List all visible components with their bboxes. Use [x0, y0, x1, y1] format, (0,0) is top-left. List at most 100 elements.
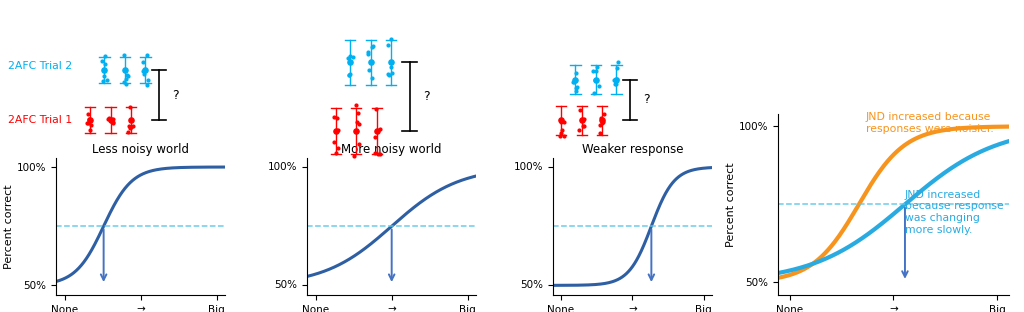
- Y-axis label: Percent correct: Percent correct: [4, 184, 14, 269]
- Point: [608, 76, 625, 81]
- Point: [567, 77, 584, 82]
- Point: [93, 58, 110, 63]
- Point: [123, 118, 139, 123]
- Point: [122, 105, 138, 110]
- Point: [134, 69, 151, 74]
- Point: [344, 55, 360, 60]
- Point: [118, 81, 134, 86]
- Point: [591, 84, 607, 89]
- Point: [116, 79, 132, 84]
- Point: [123, 125, 139, 130]
- Text: 50%: 50%: [520, 280, 544, 290]
- Point: [587, 78, 603, 83]
- Point: [594, 120, 610, 125]
- Point: [122, 125, 138, 130]
- Point: [592, 131, 608, 136]
- Text: 2AFC Trial 1: 2AFC Trial 1: [8, 115, 73, 125]
- Point: [566, 80, 583, 85]
- Point: [81, 116, 97, 121]
- Point: [341, 71, 357, 76]
- Point: [348, 103, 365, 108]
- Point: [349, 120, 366, 125]
- Point: [328, 151, 344, 156]
- Point: [589, 64, 605, 69]
- Text: JND increased because
responses were noisier.: JND increased because responses were noi…: [866, 112, 993, 134]
- Point: [331, 145, 347, 150]
- Point: [139, 52, 156, 57]
- Point: [82, 118, 98, 123]
- Point: [554, 128, 570, 133]
- Point: [564, 79, 581, 84]
- Point: [383, 37, 399, 41]
- Point: [359, 51, 376, 56]
- Point: [383, 60, 399, 65]
- Point: [120, 73, 136, 78]
- Point: [99, 116, 116, 121]
- Title: Less noisy world: Less noisy world: [92, 144, 189, 156]
- Point: [380, 43, 396, 48]
- Point: [568, 71, 585, 76]
- Point: [364, 45, 380, 50]
- Point: [96, 74, 113, 79]
- Point: [96, 68, 113, 73]
- Point: [326, 115, 342, 119]
- Point: [575, 116, 592, 121]
- Point: [361, 68, 378, 73]
- Point: [585, 68, 601, 73]
- Point: [573, 118, 590, 123]
- Point: [596, 111, 612, 116]
- Text: ?: ?: [172, 89, 178, 102]
- Point: [139, 77, 156, 82]
- Text: ?: ?: [643, 93, 649, 106]
- Point: [588, 68, 604, 73]
- Point: [135, 72, 152, 77]
- Point: [348, 129, 365, 134]
- Point: [555, 134, 571, 139]
- Point: [608, 82, 625, 87]
- Point: [118, 76, 134, 81]
- Point: [609, 66, 626, 71]
- Point: [369, 129, 385, 134]
- Point: [588, 77, 604, 82]
- Point: [552, 133, 568, 138]
- Text: 2AFC Trial 2: 2AFC Trial 2: [8, 61, 73, 71]
- Point: [593, 116, 609, 121]
- Y-axis label: Percent correct: Percent correct: [726, 162, 736, 247]
- Point: [609, 60, 626, 65]
- Point: [105, 121, 122, 126]
- Point: [381, 72, 397, 77]
- Point: [98, 77, 115, 82]
- Point: [104, 117, 121, 122]
- Point: [83, 122, 99, 127]
- Point: [367, 135, 383, 140]
- Point: [372, 151, 388, 156]
- Point: [592, 122, 608, 127]
- Point: [102, 118, 119, 123]
- Point: [350, 110, 367, 115]
- Point: [80, 120, 96, 125]
- Point: [380, 71, 396, 76]
- Point: [570, 127, 587, 132]
- Point: [125, 124, 141, 129]
- Point: [328, 129, 344, 134]
- Point: [568, 85, 585, 90]
- Point: [329, 116, 345, 121]
- Point: [586, 90, 602, 95]
- Point: [346, 154, 362, 158]
- Point: [137, 68, 154, 73]
- Point: [553, 120, 569, 125]
- Point: [575, 124, 592, 129]
- Point: [342, 53, 358, 58]
- Point: [594, 118, 610, 123]
- Text: 50%: 50%: [274, 280, 297, 290]
- Point: [572, 107, 589, 112]
- Point: [100, 116, 117, 121]
- Point: [117, 68, 133, 73]
- Point: [342, 60, 358, 65]
- Point: [94, 79, 111, 84]
- Point: [135, 60, 152, 65]
- Point: [104, 120, 121, 125]
- Point: [384, 71, 400, 76]
- Point: [79, 121, 95, 126]
- Point: [593, 121, 609, 126]
